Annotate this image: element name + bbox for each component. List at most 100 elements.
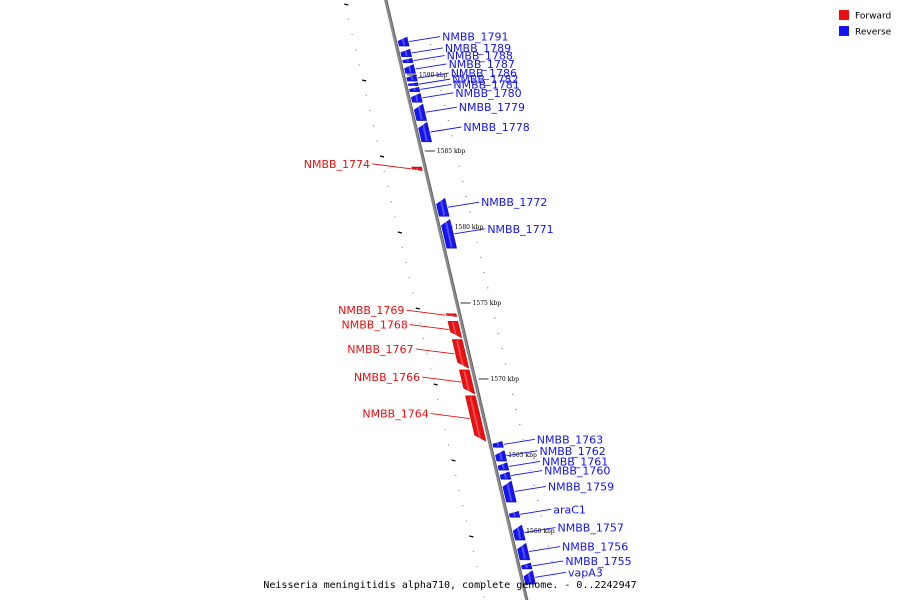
gene-highlight: [512, 511, 516, 517]
gene-label-nmbb_1778[interactable]: NMBB_1778: [463, 121, 529, 134]
gene-highlight: [444, 220, 453, 248]
gene-arrow-nmbb_1780[interactable]: [411, 92, 423, 103]
gene-leader-line: [413, 55, 445, 62]
gene-leader-line: [508, 460, 541, 467]
gene-arrow-nmbb_1789[interactable]: [400, 48, 412, 57]
gene-arrow-nmbb_1791[interactable]: [397, 36, 410, 47]
guide-dot: [433, 383, 438, 386]
gene-highlight: [406, 58, 410, 63]
gene-highlight: [469, 396, 482, 441]
gene-highlight: [413, 87, 416, 92]
gene-highlight: [525, 563, 529, 569]
gene-arrow-nmbb_1757[interactable]: [512, 524, 526, 541]
gene-label-nmbb_1782[interactable]: NMBB_1782: [452, 73, 518, 86]
gene-arrow-nmbb_1761[interactable]: [497, 462, 510, 471]
gene-leader-line: [534, 571, 567, 578]
gene-label-nmbb_1769[interactable]: NMBB_1769: [338, 304, 404, 317]
gene-labels: NMBB_1791NMBB_1789NMBB_1788NMBB_1787NMBB…: [304, 31, 632, 580]
gene-arrow-nmbb_1779[interactable]: [413, 103, 427, 121]
gene-highlight: [498, 451, 503, 461]
gene-track: [397, 36, 536, 585]
gene-highlight: [415, 167, 419, 171]
gene-leader-line: [448, 201, 480, 208]
gene-label-nmbb_1789[interactable]: NMBB_1789: [445, 42, 511, 55]
gene-highlight: [451, 322, 458, 338]
gene-arrow-nmbb_1764[interactable]: [465, 395, 487, 442]
gene-label-nmbb_1755[interactable]: NMBB_1755: [565, 555, 631, 568]
gene-leader-line: [420, 83, 452, 90]
gene-label-nmbb_1764[interactable]: NMBB_1764: [362, 408, 428, 421]
gene-highlight: [506, 481, 513, 502]
gene-label-nmbb_1756[interactable]: NMBB_1756: [562, 541, 628, 554]
gene-arrow-nmbb_1767[interactable]: [451, 339, 470, 369]
gene-leader-line: [409, 36, 441, 43]
gene-arrow-arac1[interactable]: [508, 510, 521, 518]
gene-label-nmbb_1763[interactable]: NMBB_1763: [537, 433, 603, 446]
genome-axis-shadow: [386, 0, 529, 600]
gene-arrow-nmbb_1755[interactable]: [521, 562, 533, 570]
gene-highlight: [527, 571, 532, 584]
gene-arrow-nmbb_1781[interactable]: [409, 86, 421, 92]
gene-label-nmbb_1774[interactable]: NMBB_1774: [304, 158, 370, 171]
gene-arrow-nmbb_1762[interactable]: [495, 450, 507, 462]
legend: Forward Reverse: [839, 10, 892, 38]
gene-highlight: [410, 75, 414, 81]
guide-dot: [415, 307, 420, 310]
gene-arrow-nmbb_1766[interactable]: [459, 369, 476, 395]
genome-caption: Neisseria meningitidis alpha710, complet…: [263, 580, 636, 591]
gene-label-nmbb_1779[interactable]: NMBB_1779: [459, 101, 525, 114]
gene-label-nmbb_1760[interactable]: NMBB_1760: [544, 465, 610, 478]
gene-leader-line: [430, 126, 462, 133]
gene-arrow-nmbb_1771[interactable]: [441, 219, 457, 249]
gene-arrow-nmbb_1756[interactable]: [517, 542, 531, 561]
gene-highlight: [401, 37, 406, 46]
gene-arrow-nmbb_1759[interactable]: [502, 480, 517, 503]
gene-label-nmbb_1787[interactable]: NMBB_1787: [449, 58, 515, 71]
gene-leader-line: [503, 438, 535, 445]
gene-arrow-nmbb_1782[interactable]: [407, 82, 419, 86]
gene-arrow-nmbb_1778[interactable]: [418, 121, 432, 143]
tick-label: 1580 kbp: [455, 224, 484, 231]
gene-highlight: [412, 83, 415, 86]
gene-label-nmbb_1768[interactable]: NMBB_1768: [342, 319, 408, 332]
gene-arrow-nmbb_1774[interactable]: [411, 166, 423, 172]
legend-reverse-swatch: [839, 26, 849, 36]
gene-label-nmbb_1761[interactable]: NMBB_1761: [542, 455, 608, 468]
tick-label: 1585 kbp: [437, 148, 466, 155]
gene-leader-line: [406, 309, 446, 316]
gene-label-nmbb_1780[interactable]: NMBB_1780: [455, 87, 521, 100]
gene-highlight: [516, 525, 522, 540]
gene-arrow-nmbb_1769[interactable]: [445, 313, 458, 317]
gene-label-nmbb_1772[interactable]: NMBB_1772: [481, 196, 547, 209]
gene-label-nmbb_1766[interactable]: NMBB_1766: [354, 371, 420, 384]
legend-reverse-label: Reverse: [855, 28, 892, 38]
gene-label-nmbb_1781[interactable]: NMBB_1781: [453, 78, 519, 91]
gene-label-nmbb_1791[interactable]: NMBB_1791: [442, 31, 508, 44]
gene-label-nmbb_1759[interactable]: NMBB_1759: [548, 480, 614, 493]
gene-highlight: [501, 463, 505, 470]
gene-label-nmbb_1757[interactable]: NMBB_1757: [558, 522, 624, 535]
gene-label-nmbb_1786[interactable]: NMBB_1786: [451, 67, 517, 80]
gene-arrow-vapa3[interactable]: [523, 570, 536, 585]
gene-arrow-nmbb_1763[interactable]: [492, 441, 504, 448]
genome-axis-line: [384, 0, 528, 600]
gene-arrow-nmbb_1772[interactable]: [436, 197, 450, 217]
gene-highlight: [408, 65, 412, 73]
gene-leader-line: [532, 560, 564, 567]
gene-arrow-nmbb_1787[interactable]: [404, 64, 416, 74]
gene-arrow-nmbb_1786[interactable]: [406, 74, 418, 82]
gene-label-arac1[interactable]: araC1: [553, 503, 586, 516]
gene-label-nmbb_1771[interactable]: NMBB_1771: [487, 223, 553, 236]
gene-label-vapa3[interactable]: vapA3: [568, 566, 603, 579]
gene-arrow-nmbb_1768[interactable]: [447, 321, 463, 339]
gene-label-nmbb_1788[interactable]: NMBB_1788: [447, 50, 513, 63]
gene-highlight: [414, 94, 419, 102]
gene-arrow-nmbb_1788[interactable]: [402, 58, 414, 64]
gene-label-nmbb_1762[interactable]: NMBB_1762: [539, 445, 605, 458]
gene-leader-line: [514, 486, 546, 492]
gene-leader-line: [419, 78, 451, 85]
gene-arrow-nmbb_1760[interactable]: [499, 471, 512, 480]
gene-label-nmbb_1767[interactable]: NMBB_1767: [347, 343, 413, 356]
gene-leader-line: [415, 63, 447, 70]
gene-leader-line: [415, 348, 455, 355]
